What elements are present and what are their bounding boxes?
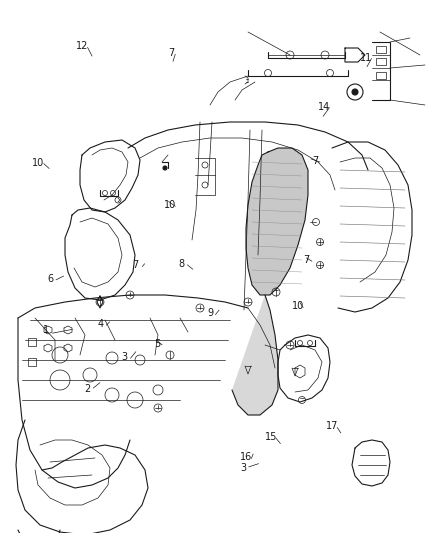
Text: 7: 7 <box>304 255 310 265</box>
Text: 10: 10 <box>32 158 45 167</box>
Text: 14: 14 <box>318 102 330 111</box>
Text: 5: 5 <box>155 339 161 349</box>
Bar <box>28 358 36 366</box>
Polygon shape <box>246 148 308 295</box>
Text: 17: 17 <box>326 422 338 431</box>
Circle shape <box>163 166 167 170</box>
Bar <box>376 58 386 65</box>
Text: 8: 8 <box>179 259 185 269</box>
Text: 7: 7 <box>168 49 174 58</box>
Text: 11: 11 <box>360 53 372 62</box>
Text: 9: 9 <box>207 309 213 318</box>
Text: 10: 10 <box>164 200 176 210</box>
Text: 12: 12 <box>76 42 88 51</box>
Polygon shape <box>232 295 278 415</box>
Bar <box>28 338 36 346</box>
Text: 2: 2 <box>85 384 91 394</box>
Circle shape <box>352 89 358 95</box>
Text: 15: 15 <box>265 432 277 442</box>
Bar <box>376 46 386 53</box>
Text: 10: 10 <box>292 302 304 311</box>
Text: 7: 7 <box>133 261 139 270</box>
Text: 7: 7 <box>312 156 318 166</box>
Text: 6: 6 <box>47 274 53 284</box>
Bar <box>376 72 386 79</box>
Text: 3: 3 <box>240 463 246 473</box>
Text: 4: 4 <box>98 319 104 329</box>
Text: 3: 3 <box>122 352 128 362</box>
Text: 16: 16 <box>240 453 252 462</box>
Text: 1: 1 <box>43 326 49 335</box>
